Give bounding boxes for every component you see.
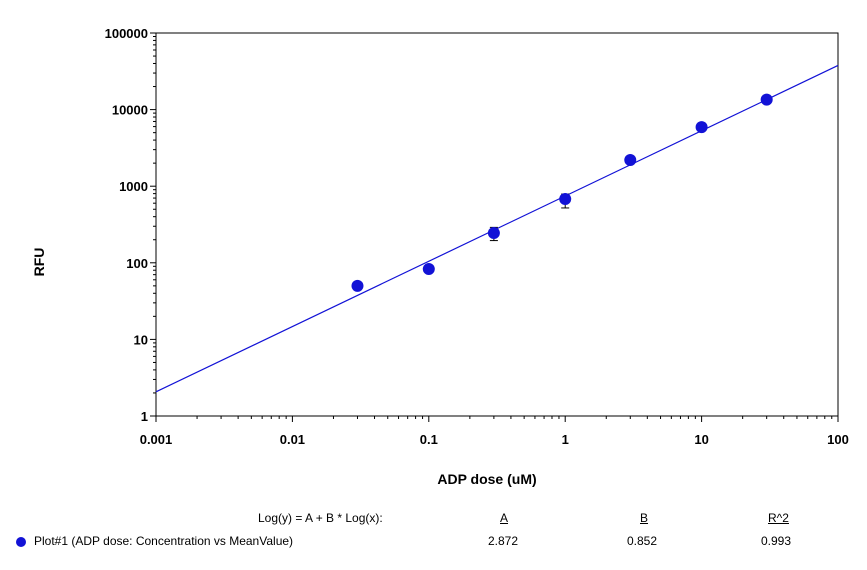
x-tick-label: 100 xyxy=(827,432,849,447)
y-axis-title: RFU xyxy=(31,248,47,277)
y-axis: 1 10 100 1000 10000 100000 xyxy=(105,26,156,424)
legend-series-label: Plot#1 (ADP dose: Concentration vs MeanV… xyxy=(34,534,294,548)
x-tick-label: 1 xyxy=(562,432,569,447)
data-point xyxy=(760,93,773,106)
col-header-a: A xyxy=(500,511,509,525)
plot-border xyxy=(155,32,839,417)
x-tick-label: 0.01 xyxy=(280,432,305,447)
data-point xyxy=(351,279,364,292)
legend-marker xyxy=(16,537,26,547)
data-point xyxy=(624,153,637,166)
value-a: 2.872 xyxy=(488,534,519,548)
data-point xyxy=(422,262,435,275)
x-tick-label: 0.001 xyxy=(140,432,173,447)
y-tick-label: 100000 xyxy=(105,26,148,41)
x-tick-label: 10 xyxy=(694,432,708,447)
y-tick-label: 100 xyxy=(126,256,148,271)
y-tick-label: 1000 xyxy=(119,179,148,194)
y-tick-label: 10000 xyxy=(112,103,148,118)
plot-area xyxy=(155,32,839,417)
y-tick-label: 10 xyxy=(134,332,148,347)
x-axis: 0.001 0.01 0.1 1 10 100 xyxy=(140,416,849,447)
data-point xyxy=(695,121,708,134)
data-point xyxy=(559,193,572,206)
fit-equation-label: Log(y) = A + B * Log(x): xyxy=(258,511,383,525)
col-header-r2: R^2 xyxy=(768,511,789,525)
chart: 0.001 0.01 0.1 1 10 100 1 10 100 1000 10000 100000… xyxy=(31,26,849,487)
value-b: 0.852 xyxy=(627,534,658,548)
value-r2: 0.993 xyxy=(761,534,792,548)
data-point xyxy=(487,226,500,239)
col-header-b: B xyxy=(640,511,649,525)
y-tick-label: 1 xyxy=(141,409,148,424)
x-axis-title: ADP dose (uM) xyxy=(437,471,536,487)
x-tick-label: 0.1 xyxy=(420,432,438,447)
data-points-layer xyxy=(351,93,773,292)
